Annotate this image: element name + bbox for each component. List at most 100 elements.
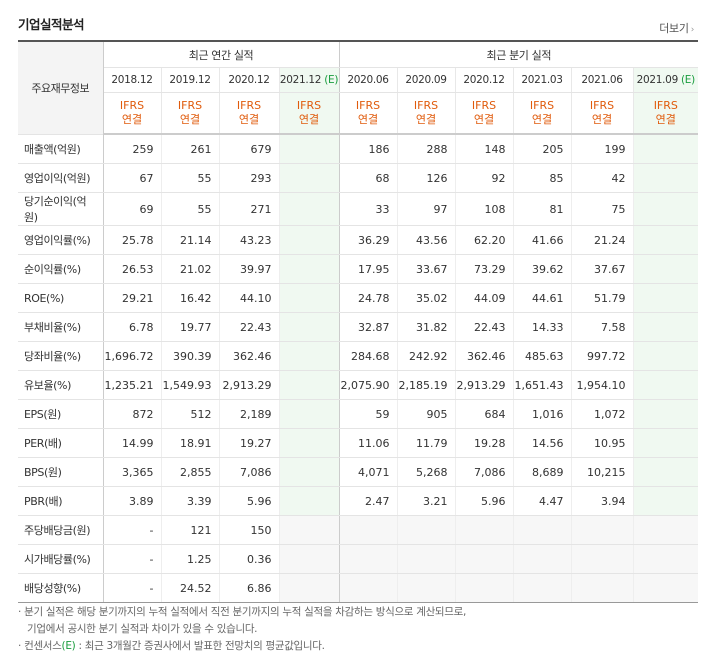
row-label: 매출액(억원) [18, 134, 104, 164]
table-cell: - [102, 515, 161, 545]
table-row: 당좌비율(%) 1,696.72 390.39 362.46 284.68 242.92 3… [18, 341, 699, 371]
table-cell: 1,016 [512, 399, 572, 429]
table-row: 영업이익(억원) 67 55 293 68 126 92 85 42 [18, 163, 699, 193]
table-cell [278, 134, 340, 164]
table-cell: 32.87 [338, 312, 398, 342]
row-label: 당좌비율(%) [18, 341, 104, 371]
table-cell: 24.78 [338, 283, 398, 313]
table-cell: 19.27 [218, 428, 279, 458]
table-cell: 51.79 [570, 283, 634, 313]
more-label: 더보기 [659, 22, 689, 35]
accounting-standard: IFRS 연결 [339, 92, 398, 135]
table-cell [338, 544, 398, 574]
table-cell [632, 486, 699, 516]
table-cell: 1.25 [160, 544, 219, 574]
table-cell: 7,086 [218, 457, 279, 487]
more-link[interactable]: 더보기 › [659, 20, 694, 36]
period-header: 2021.06 [570, 67, 634, 93]
accounting-standard: IFRS 연결 [160, 92, 219, 135]
table-cell: 390.39 [160, 341, 219, 371]
table-cell: 17.95 [338, 254, 398, 284]
table-cell [570, 515, 634, 545]
table-cell: 126 [396, 163, 456, 193]
period-header: 2021.12 (E) [278, 67, 340, 93]
table-cell: 19.77 [160, 312, 219, 342]
table-cell: 68 [338, 163, 398, 193]
table-cell [632, 254, 699, 284]
corner-header: 주요재무정보 [18, 40, 104, 135]
table-cell [632, 341, 699, 371]
table-cell: 11.06 [338, 428, 398, 458]
row-label: 유보율(%) [18, 370, 104, 400]
table-cell [454, 515, 514, 545]
quarter-group-header: 최근 분기 실적 [339, 40, 699, 68]
accounting-standard: IFRS 연결 [103, 92, 161, 135]
table-cell [278, 399, 340, 429]
table-cell: 11.79 [396, 428, 456, 458]
table-cell: 4.47 [512, 486, 572, 516]
table-cell [454, 544, 514, 574]
row-label: ROE(%) [18, 283, 104, 313]
table-cell: 1,954.10 [570, 370, 634, 400]
table-cell: 512 [160, 399, 219, 429]
table-row: BPS(원) 3,365 2,855 7,086 4,071 5,268 7,086 8,68… [18, 457, 699, 487]
footnote-1-cont: 기업에서 공시한 분기 실적과 차이가 있을 수 있습니다. [27, 623, 258, 635]
accounting-standard: IFRS 연결 [396, 92, 456, 135]
table-cell: 4,071 [338, 457, 398, 487]
table-cell [278, 370, 340, 400]
table-cell: 14.33 [512, 312, 572, 342]
table-row: ROE(%) 29.21 16.42 44.10 24.78 35.02 44.09 44.6… [18, 283, 699, 313]
table-cell: 1,696.72 [102, 341, 161, 371]
table-cell [632, 399, 699, 429]
table-cell [632, 544, 699, 574]
period-header: 2018.12 [103, 67, 161, 93]
table-cell: 3,365 [102, 457, 161, 487]
table-cell: 1,651.43 [512, 370, 572, 400]
table-cell: 1,549.93 [160, 370, 219, 400]
table-row: 부채비율(%) 6.78 19.77 22.43 32.87 31.82 22.43 14.3… [18, 312, 699, 342]
row-label: EPS(원) [18, 399, 104, 429]
table-cell: 5,268 [396, 457, 456, 487]
section-title: 기업실적분석 [18, 17, 85, 32]
table-cell: 362.46 [454, 341, 514, 371]
table-cell: 16.42 [160, 283, 219, 313]
table-cell: 97 [396, 192, 456, 226]
table-cell [278, 486, 340, 516]
table-cell: 148 [454, 134, 514, 164]
table-cell: 67 [102, 163, 161, 193]
table-cell: 75 [570, 192, 634, 226]
table-row: 유보율(%) 1,235.21 1,549.93 2,913.29 2,075.90 2,… [18, 370, 699, 400]
row-label: 배당성향(%) [18, 573, 104, 603]
table-cell: 10,215 [570, 457, 634, 487]
row-label: 부채비율(%) [18, 312, 104, 342]
accounting-standard: IFRS 연결 [512, 92, 572, 135]
table-cell: 73.29 [454, 254, 514, 284]
table-cell [278, 457, 340, 487]
table-cell: 44.10 [218, 283, 279, 313]
table-cell: 905 [396, 399, 456, 429]
table-cell [632, 428, 699, 458]
table-row: 시가배당률(%) -1.25 0.36 [18, 544, 699, 574]
table-cell [278, 573, 340, 603]
table-cell: 18.91 [160, 428, 219, 458]
table-cell [278, 254, 340, 284]
table-cell: 1,235.21 [102, 370, 161, 400]
table-cell: 7.58 [570, 312, 634, 342]
table-cell: 24.52 [160, 573, 219, 603]
table-cell [278, 515, 340, 545]
table-cell: 872 [102, 399, 161, 429]
table-cell [632, 312, 699, 342]
table-cell [278, 283, 340, 313]
table-cell: 2,913.29 [454, 370, 514, 400]
table-cell: 242.92 [396, 341, 456, 371]
period-header: 2020.12 [454, 67, 514, 93]
table-cell: 14.56 [512, 428, 572, 458]
table-cell [512, 515, 572, 545]
period-header: 2021.03 [512, 67, 572, 93]
table-cell: 150 [218, 515, 279, 545]
footnote-1: · 분기 실적은 해당 분기까지의 누적 실적에서 직전 분기까지의 누적 실적… [18, 606, 467, 618]
table-cell: 679 [218, 134, 279, 164]
table-cell: 362.46 [218, 341, 279, 371]
estimate-mark: (E) [324, 74, 339, 86]
table-cell: 2,075.90 [338, 370, 398, 400]
